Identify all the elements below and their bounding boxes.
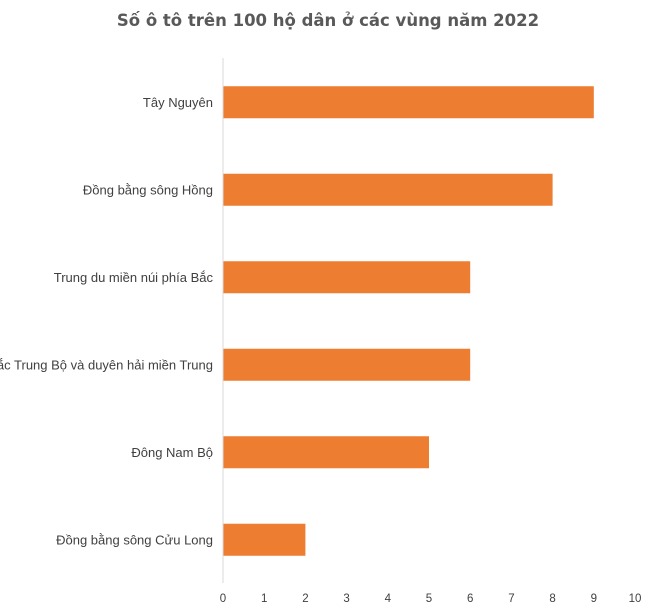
bar — [223, 173, 553, 206]
x-tick-label: 0 — [220, 593, 226, 605]
x-tick-label: 7 — [508, 593, 514, 605]
x-tick-label: 4 — [385, 593, 392, 605]
x-tick-label: 2 — [302, 593, 308, 605]
x-tick-label: 6 — [467, 593, 473, 605]
bar — [223, 348, 471, 381]
category-label: Tây Nguyên — [143, 95, 213, 110]
category-label: Đồng bằng sông Cửu Long — [56, 532, 213, 547]
x-tick-label: 3 — [343, 593, 349, 605]
x-tick-label: 10 — [629, 593, 642, 605]
category-label: Đông Nam Bộ — [131, 445, 213, 460]
x-tick-label: 5 — [426, 593, 432, 605]
category-label: Trung du miền núi phía Bắc — [54, 270, 214, 285]
chart-title: Số ô tô trên 100 hộ dân ở các vùng năm 2… — [117, 11, 539, 30]
x-tick-label: 1 — [261, 593, 267, 605]
x-tick-label: 8 — [549, 593, 555, 605]
category-label: Đồng bằng sông Hồng — [83, 182, 213, 197]
x-tick-label: 9 — [591, 593, 597, 605]
bar — [223, 86, 594, 119]
bar — [223, 261, 471, 294]
category-label: Bắc Trung Bộ và duyên hải miền Trung — [0, 357, 213, 372]
bar — [223, 436, 429, 469]
bar — [223, 523, 306, 556]
